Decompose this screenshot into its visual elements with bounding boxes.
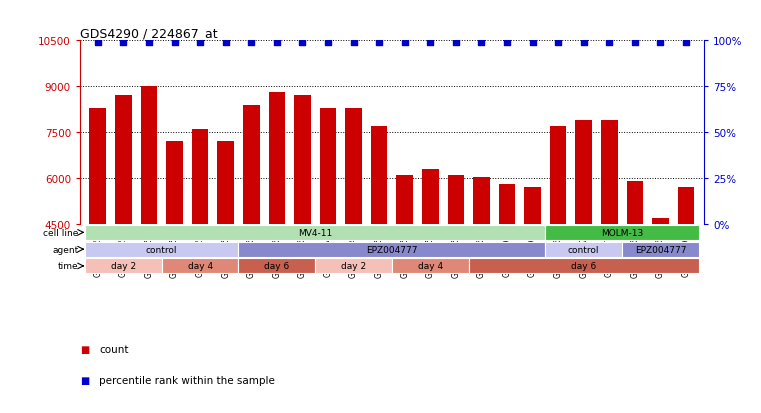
Bar bbox=[678, 188, 694, 224]
Point bbox=[92, 40, 104, 46]
Bar bbox=[392, 259, 469, 274]
Bar bbox=[90, 109, 106, 224]
Bar bbox=[546, 242, 622, 257]
Point bbox=[143, 40, 155, 46]
Text: day 4: day 4 bbox=[187, 262, 212, 271]
Point bbox=[399, 40, 411, 46]
Bar bbox=[192, 130, 209, 224]
Point bbox=[168, 40, 180, 46]
Bar bbox=[85, 259, 162, 274]
Bar bbox=[473, 177, 490, 224]
Text: day 6: day 6 bbox=[264, 262, 289, 271]
Text: percentile rank within the sample: percentile rank within the sample bbox=[99, 375, 275, 385]
Bar bbox=[85, 242, 238, 257]
Bar bbox=[469, 259, 699, 274]
Bar bbox=[320, 109, 336, 224]
Bar bbox=[294, 96, 310, 224]
Text: agent: agent bbox=[53, 245, 78, 254]
Text: ■: ■ bbox=[80, 375, 89, 385]
Point bbox=[322, 40, 334, 46]
Point bbox=[501, 40, 513, 46]
Point bbox=[578, 40, 590, 46]
Bar bbox=[218, 142, 234, 224]
Bar bbox=[162, 259, 238, 274]
Text: MOLM-13: MOLM-13 bbox=[601, 228, 643, 237]
Point bbox=[552, 40, 564, 46]
Text: EPZ004777: EPZ004777 bbox=[635, 245, 686, 254]
Bar bbox=[166, 142, 183, 224]
Point bbox=[603, 40, 616, 46]
Point bbox=[373, 40, 385, 46]
Bar bbox=[652, 218, 669, 224]
Bar bbox=[238, 242, 546, 257]
Bar bbox=[243, 105, 260, 224]
Point bbox=[680, 40, 692, 46]
Point bbox=[220, 40, 232, 46]
Point bbox=[194, 40, 206, 46]
Bar bbox=[546, 225, 699, 240]
Point bbox=[271, 40, 283, 46]
Bar bbox=[269, 93, 285, 224]
Bar bbox=[550, 127, 566, 224]
Text: day 2: day 2 bbox=[111, 262, 136, 271]
Bar bbox=[498, 185, 515, 224]
Point bbox=[527, 40, 539, 46]
Point bbox=[348, 40, 360, 46]
Text: ■: ■ bbox=[80, 344, 89, 354]
Point bbox=[629, 40, 641, 46]
Text: MV4-11: MV4-11 bbox=[298, 228, 333, 237]
Bar bbox=[141, 87, 158, 224]
Text: control: control bbox=[146, 245, 177, 254]
Text: day 4: day 4 bbox=[418, 262, 443, 271]
Bar bbox=[396, 176, 413, 224]
Text: cell line: cell line bbox=[43, 228, 78, 237]
Point bbox=[245, 40, 257, 46]
Bar bbox=[422, 169, 438, 224]
Text: EPZ004777: EPZ004777 bbox=[366, 245, 418, 254]
Point bbox=[117, 40, 129, 46]
Bar bbox=[115, 96, 132, 224]
Bar bbox=[626, 182, 643, 224]
Bar bbox=[315, 259, 392, 274]
Point bbox=[424, 40, 436, 46]
Text: time: time bbox=[58, 262, 78, 271]
Bar bbox=[371, 127, 387, 224]
Point bbox=[296, 40, 308, 46]
Text: count: count bbox=[99, 344, 129, 354]
Text: day 6: day 6 bbox=[571, 262, 597, 271]
Text: GDS4290 / 224867_at: GDS4290 / 224867_at bbox=[80, 27, 218, 40]
Bar bbox=[622, 242, 699, 257]
Bar bbox=[85, 225, 546, 240]
Point bbox=[654, 40, 667, 46]
Bar bbox=[345, 109, 362, 224]
Bar bbox=[238, 259, 315, 274]
Bar bbox=[601, 121, 618, 224]
Text: day 2: day 2 bbox=[341, 262, 366, 271]
Bar bbox=[447, 176, 464, 224]
Bar bbox=[524, 188, 541, 224]
Bar bbox=[575, 121, 592, 224]
Point bbox=[476, 40, 488, 46]
Point bbox=[450, 40, 462, 46]
Text: control: control bbox=[568, 245, 600, 254]
